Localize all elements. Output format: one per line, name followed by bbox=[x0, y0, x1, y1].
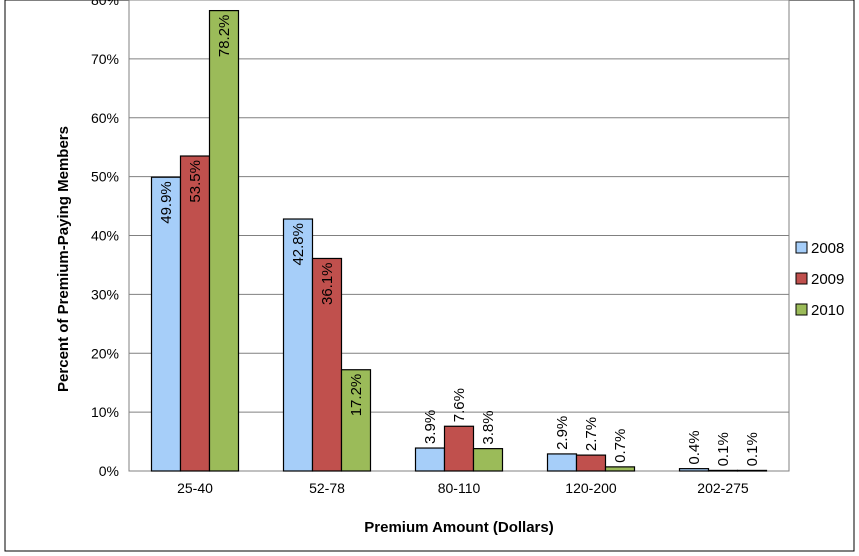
y-tick-label: 10% bbox=[91, 404, 119, 420]
legend-label: 2010 bbox=[811, 302, 844, 319]
bar-2008 bbox=[678, 468, 710, 472]
bar-2008 bbox=[414, 447, 446, 472]
data-label: 36.1% bbox=[319, 262, 336, 305]
bar-2010 bbox=[472, 448, 504, 472]
bar-2009 bbox=[179, 155, 211, 472]
legend-swatch-2009 bbox=[795, 272, 808, 285]
legend-swatch-2008 bbox=[795, 241, 808, 254]
data-label: 3.9% bbox=[422, 410, 439, 444]
data-label: 2.7% bbox=[583, 417, 600, 451]
data-label: 17.2% bbox=[348, 374, 365, 417]
data-label: 3.8% bbox=[480, 410, 497, 444]
y-tick-label: 60% bbox=[91, 110, 119, 126]
x-tick-labels: 25-40 52-78 80-110 120-200 202-275 bbox=[177, 480, 749, 496]
x-axis-title: Premium Amount (Dollars) bbox=[364, 519, 553, 536]
x-tick-label: 80-110 bbox=[438, 480, 481, 496]
data-label: 2.9% bbox=[554, 416, 571, 450]
data-label: 49.9% bbox=[158, 181, 175, 224]
legend-label: 2008 bbox=[811, 240, 844, 257]
bar-2009 bbox=[443, 425, 475, 472]
x-tick-label: 25-40 bbox=[177, 480, 213, 496]
bar-2008 bbox=[282, 218, 314, 472]
y-tick-label: 0% bbox=[99, 463, 119, 479]
y-tick-labels: 0% 10% 20% 30% 40% 50% 60% 70% 80% bbox=[91, 0, 119, 479]
legend: 2008 2009 2010 bbox=[795, 240, 844, 319]
bars bbox=[150, 9, 768, 472]
bar-2010 bbox=[340, 369, 372, 472]
x-tick-label: 52-78 bbox=[309, 480, 345, 496]
bar-2009 bbox=[707, 469, 739, 472]
data-label: 53.5% bbox=[187, 160, 204, 203]
bar-2009 bbox=[575, 454, 607, 472]
y-axis-title: Percent of Premium-Paying Members bbox=[55, 126, 72, 392]
bar-2010 bbox=[604, 466, 636, 472]
y-tick-label: 70% bbox=[91, 51, 119, 67]
bar-2008 bbox=[546, 453, 578, 472]
x-tick-label: 120-200 bbox=[565, 480, 617, 496]
y-tick-label: 40% bbox=[91, 228, 119, 244]
y-tick-label: 30% bbox=[91, 286, 119, 302]
y-tick-label: 20% bbox=[91, 345, 119, 361]
x-tick-label: 202-275 bbox=[697, 480, 749, 496]
data-labels: 49.9% 53.5% 78.2% 42.8% 36.1% 17.2% 3.9% 7.6% 3.… bbox=[158, 15, 761, 467]
bar-2010 bbox=[208, 9, 240, 472]
data-label: 7.6% bbox=[451, 388, 468, 422]
data-label: 78.2% bbox=[216, 15, 233, 58]
legend-swatch-2010 bbox=[795, 303, 808, 316]
bar-2010 bbox=[736, 469, 768, 472]
data-label: 0.4% bbox=[686, 430, 703, 464]
legend-label: 2009 bbox=[811, 271, 844, 288]
data-label: 0.1% bbox=[715, 432, 732, 466]
data-label: 42.8% bbox=[290, 223, 307, 266]
data-label: 0.7% bbox=[612, 429, 629, 463]
bar-2009 bbox=[311, 257, 343, 472]
y-tick-label: 80% bbox=[91, 0, 119, 8]
y-tick-label: 50% bbox=[91, 169, 119, 185]
data-label: 0.1% bbox=[744, 432, 761, 466]
